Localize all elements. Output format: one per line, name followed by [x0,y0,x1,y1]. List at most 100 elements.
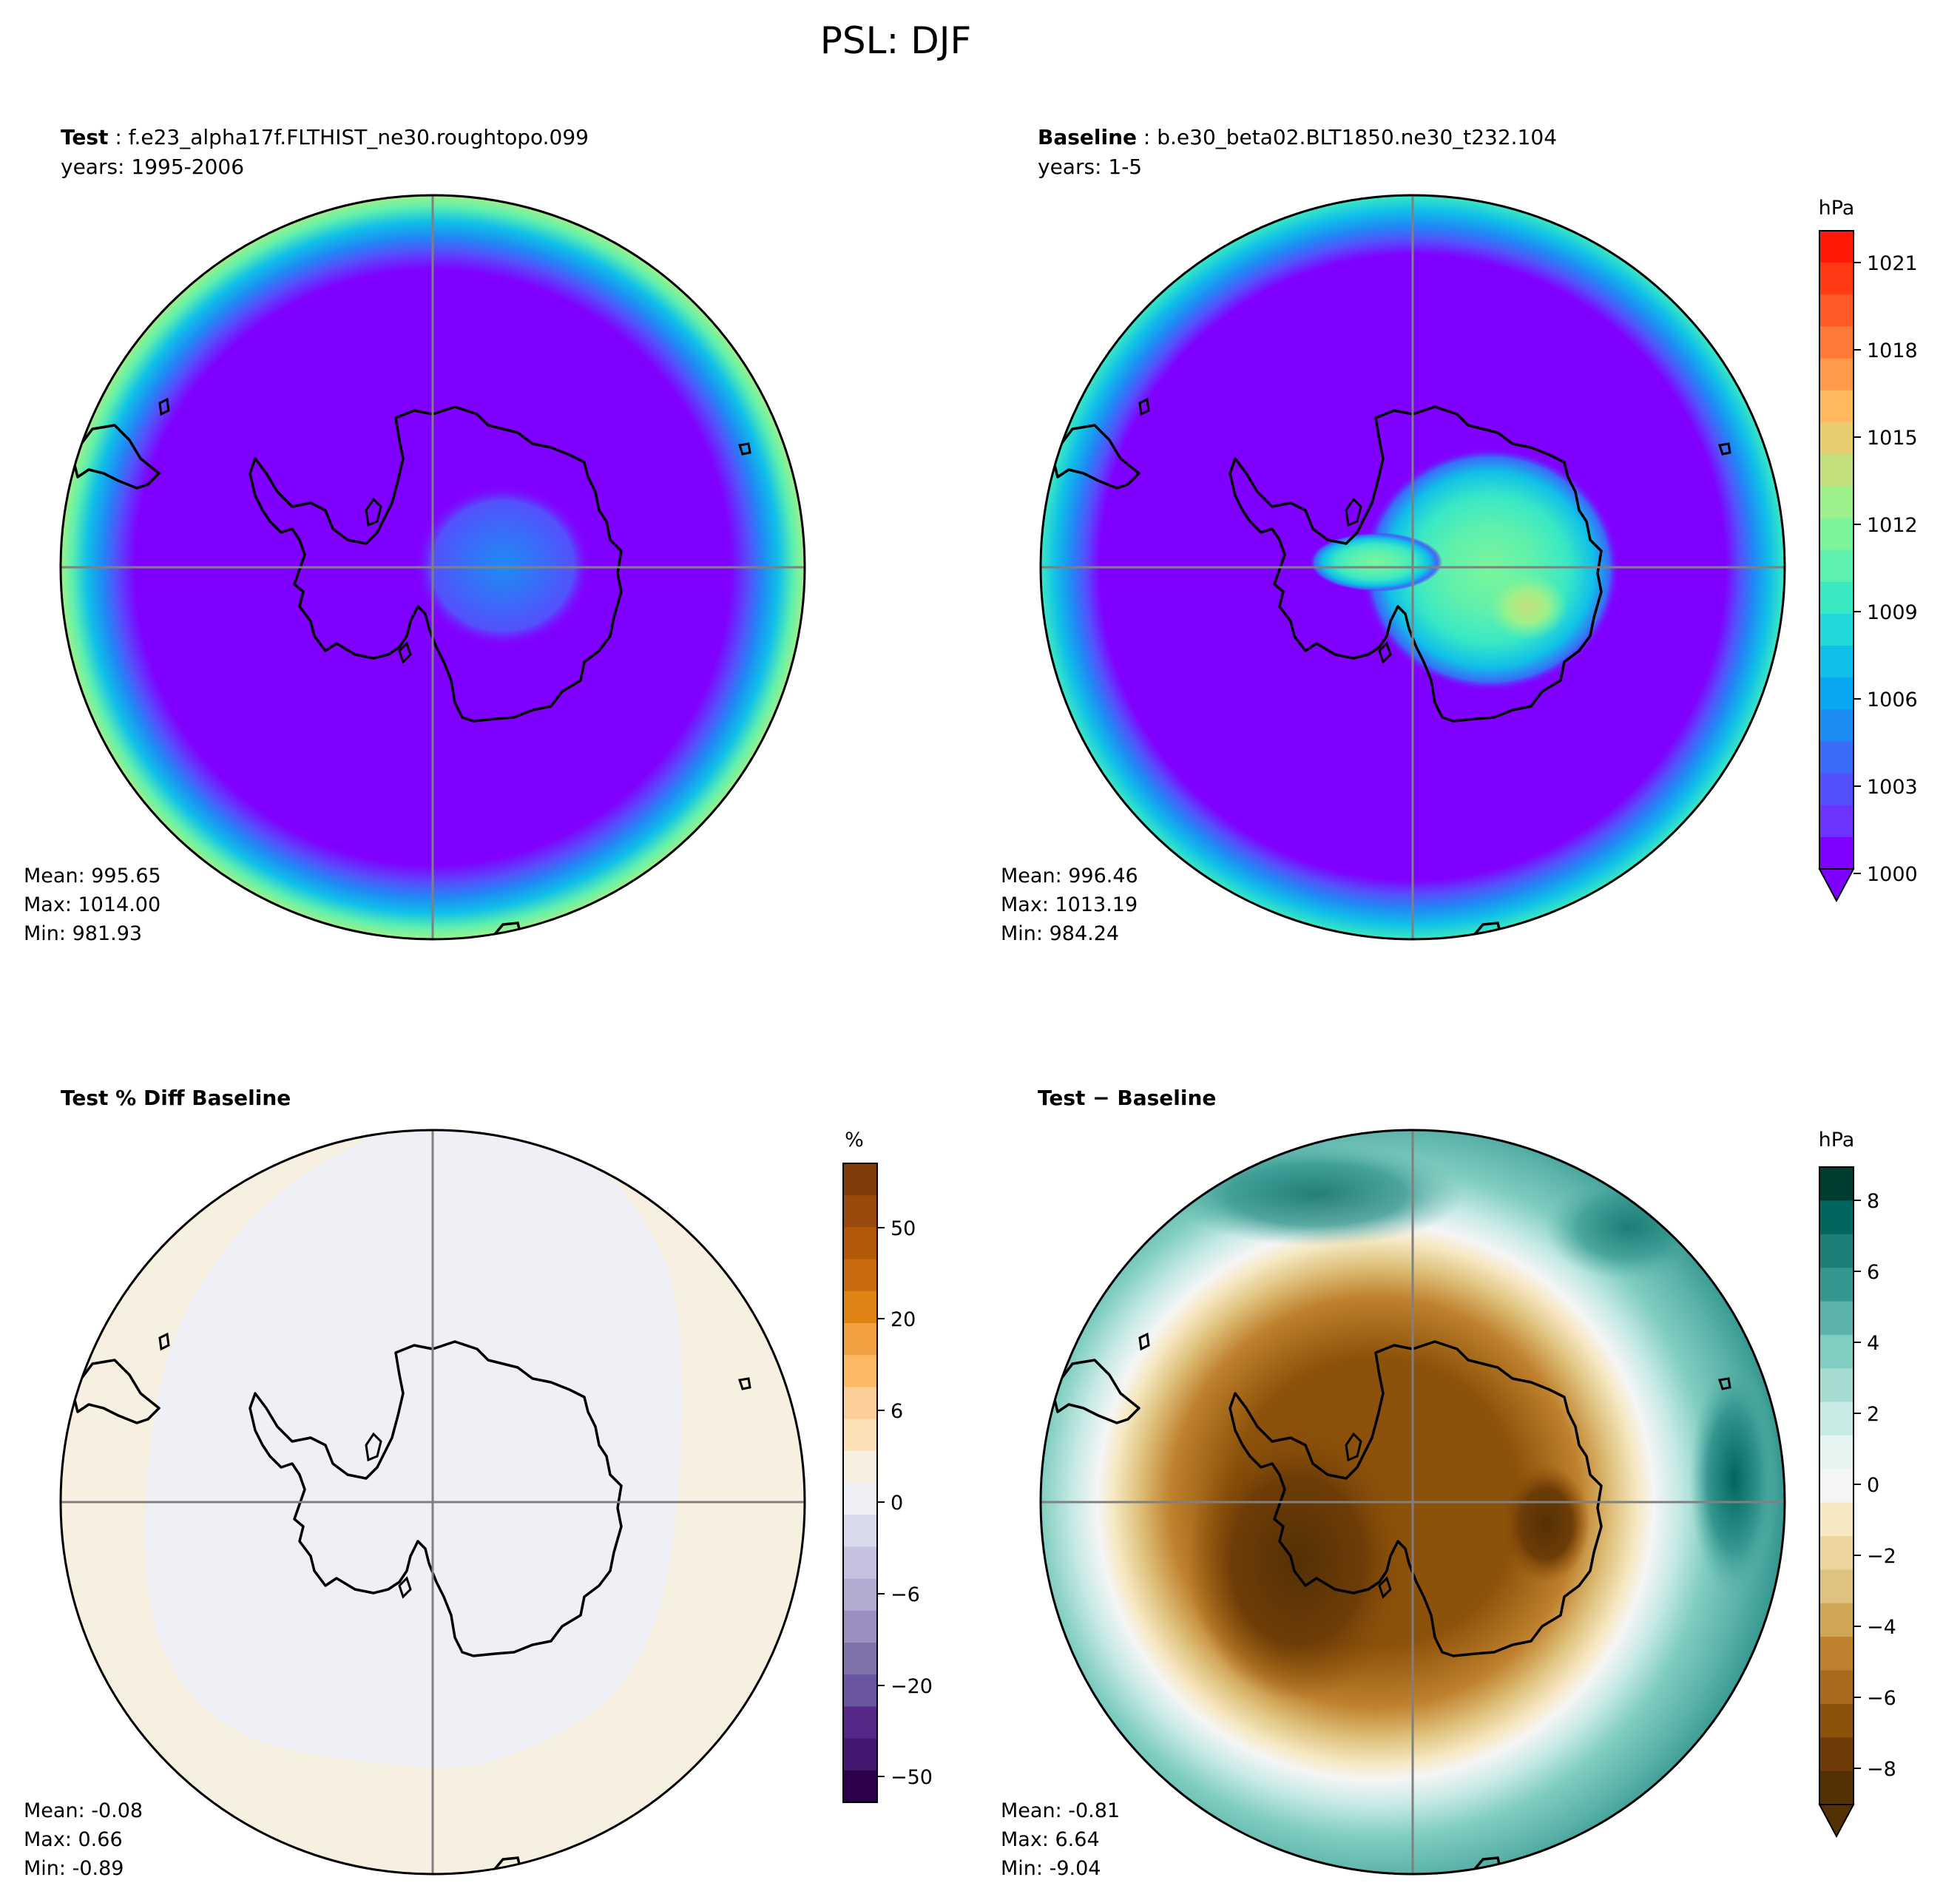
colorbar-diff-band [1819,1637,1853,1671]
panel-diff-title: Test − Baseline [1038,1086,1216,1110]
colorbar-diff-unit: hPa [1819,1129,1855,1152]
colorbar-pct-band [843,1418,877,1452]
colorbar-psl: hPa 1021 1018 1015 1012 1009 1006 1003 1000 [1818,197,1918,903]
colorbar-diff-tick-label: −8 [1867,1758,1896,1781]
panel-diff-stat-max: Max: 6.64 [1001,1828,1100,1851]
panel-baseline-stat-mean: Mean: 996.46 [1001,865,1138,887]
colorbar-diff-tick-label: −4 [1867,1616,1896,1639]
colorbar-pct-band [843,1674,877,1707]
colorbar-pct-band [843,1259,877,1292]
colorbar-psl-band [1819,422,1853,455]
colorbar-diff-tick-label: 4 [1867,1332,1879,1355]
colorbar-pct-unit: % [845,1129,864,1152]
panel-pct-diff-boundary [59,1129,806,1876]
colorbar-diff-band [1819,1670,1853,1705]
panel-baseline: Baseline : b.e30_beta02.BLT1850.ne30_t23… [1001,125,1918,945]
colorbar-diff-band [1819,1234,1853,1268]
panel-test-stat-mean: Mean: 995.65 [24,865,161,887]
colorbar-psl-band [1819,709,1853,742]
panel-test-map [61,195,805,939]
colorbar-psl-band [1819,231,1853,263]
colorbar-psl-band [1819,805,1853,838]
colorbar-pct-tick-label: −50 [891,1766,933,1789]
panel-pct-diff-stat-mean: Mean: -0.08 [24,1799,143,1822]
colorbar-pct-band [843,1387,877,1420]
colorbar-diff-band [1819,1401,1853,1436]
colorbar-pct-band [843,1610,877,1643]
panel-diff-map [1041,1130,1785,1874]
colorbar-pct-band [843,1578,877,1612]
colorbar-pct-tick-label: 6 [891,1400,903,1423]
colorbar-pct-ticks: 50 20 6 0 −6 −20 −50 [877,1217,933,1789]
colorbar-diff-band [1819,1703,1853,1738]
colorbar-psl-bands [1819,231,1853,870]
colorbar-pct-band [843,1515,877,1547]
panel-test-title-bold: Test [61,125,108,149]
colorbar-diff-tick-label: 6 [1867,1261,1879,1284]
colorbar-psl-band [1819,390,1853,423]
colorbar-psl-ticks: 1021 1018 1015 1012 1009 1006 1003 1000 [1853,252,1918,886]
colorbar-pct: % 50 20 6 0 −6 −20 −50 [842,1129,933,1803]
colorbar-diff-band [1819,1502,1853,1537]
colorbar-psl-band [1819,454,1853,487]
panel-test: Test : f.e23_alpha17f.FLTHIST_ne30.rough… [24,125,806,945]
colorbar-diff-band [1819,1435,1853,1470]
colorbar-diff-band [1819,1771,1853,1805]
colorbar-psl-band [1819,550,1853,583]
colorbar-diff: hPa 8 6 4 2 0 −2 −4 −6 −8 [1818,1129,1896,1839]
colorbar-psl-tick-label: 1021 [1867,252,1918,275]
panel-test-stat-max: Max: 1014.00 [24,893,160,916]
colorbar-diff-band [1819,1268,1853,1302]
panel-pct-diff: Test % Diff Baseline Mean: -0.08 Max: 0.… [24,1086,933,1880]
colorbar-psl-band [1819,773,1853,806]
colorbar-pct-band [843,1546,877,1580]
panel-test-title-rest: : f.e23_alpha17f.FLTHIST_ne30.roughtopo.… [108,125,589,149]
colorbar-diff-tick-label: −2 [1867,1545,1896,1568]
colorbar-pct-band [843,1450,877,1484]
colorbar-diff-extend-arrow [1818,1804,1855,1839]
colorbar-pct-tick-label: 0 [891,1492,903,1515]
colorbar-pct-band [843,1706,877,1739]
colorbar-psl-tick-label: 1003 [1867,776,1918,799]
colorbar-pct-band [843,1770,877,1803]
panel-pct-diff-map [61,1130,805,1874]
colorbar-psl-band [1819,518,1853,551]
panel-diff-stat-min: Min: -9.04 [1001,1857,1101,1880]
colorbar-psl-band [1819,613,1853,646]
colorbar-diff-bands [1819,1167,1853,1805]
colorbar-diff-band [1819,1334,1853,1369]
figure-title: PSL: DJF [820,19,972,62]
colorbar-pct-tick-label: −20 [891,1675,933,1698]
colorbar-diff-band [1819,1167,1853,1201]
panel-baseline-title: Baseline : b.e30_beta02.BLT1850.ne30_t23… [1038,125,1557,149]
colorbar-pct-band [843,1163,877,1196]
panel-diff-boundary [1039,1129,1786,1876]
colorbar-pct-bands [843,1163,877,1803]
panel-diff-stat-mean: Mean: -0.81 [1001,1799,1120,1822]
colorbar-psl-band [1819,645,1853,678]
colorbar-psl-band [1819,677,1853,710]
colorbar-psl-band [1819,263,1853,295]
colorbar-psl-tick-label: 1015 [1867,427,1918,450]
colorbar-diff-band [1819,1569,1853,1604]
colorbar-pct-band [843,1738,877,1771]
colorbar-pct-band [843,1227,877,1260]
colorbar-pct-band [843,1195,877,1228]
panel-pct-diff-stat-max: Max: 0.66 [24,1828,123,1851]
panel-test-stat-min: Min: 981.93 [24,922,142,945]
colorbar-pct-band [843,1355,877,1387]
panel-baseline-boundary [1039,194,1786,941]
colorbar-psl-unit: hPa [1819,197,1855,220]
colorbar-psl-tick-label: 1000 [1867,863,1918,886]
panel-baseline-subtitle: years: 1-5 [1038,155,1142,179]
colorbar-psl-tick-label: 1012 [1867,514,1918,537]
colorbar-psl-tick-label: 1006 [1867,689,1918,711]
panel-test-boundary [59,194,806,941]
colorbar-psl-band [1819,486,1853,518]
colorbar-pct-band [843,1483,877,1515]
panel-pct-diff-title: Test % Diff Baseline [61,1086,291,1110]
colorbar-pct-band [843,1323,877,1356]
panel-diff: Test − Baseline Mean: -0.81 Max: 6.64 Mi… [1001,1086,1896,1880]
panel-baseline-stat-max: Max: 1013.19 [1001,893,1138,916]
